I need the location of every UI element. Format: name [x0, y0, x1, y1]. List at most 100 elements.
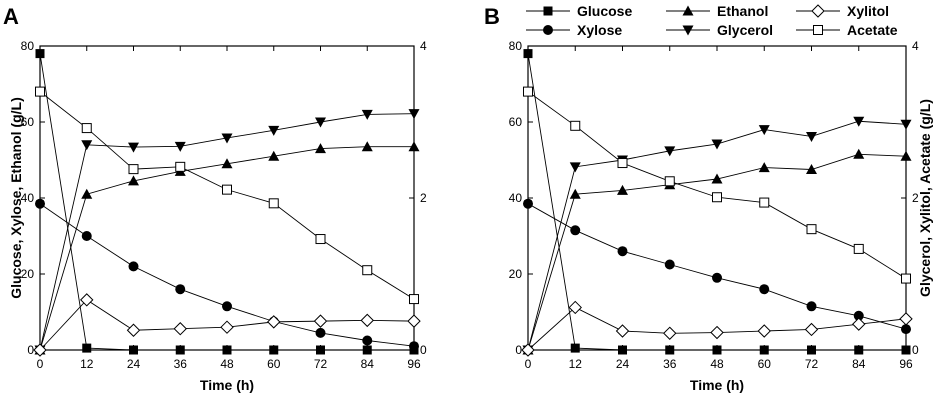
- point-acetate: [222, 184, 232, 195]
- point-xylose: [759, 284, 770, 295]
- point-xylose: [664, 259, 675, 270]
- point-ethanol: [221, 158, 233, 169]
- point-glycerol: [711, 139, 723, 150]
- point-glycerol: [900, 119, 912, 130]
- y-right-tick-label: 4: [420, 39, 427, 53]
- point-xylitol: [568, 300, 582, 315]
- point-glycerol: [758, 125, 770, 136]
- point-glucose: [570, 343, 580, 353]
- point-acetate: [901, 273, 911, 284]
- point-xylose: [222, 301, 232, 312]
- y-left-tick-label: 80: [509, 39, 523, 53]
- legend-entry-glycerol: Glycerol: [666, 22, 773, 38]
- point-glucose: [129, 345, 138, 355]
- x-tick-label: 12: [80, 357, 94, 371]
- point-acetate: [617, 158, 628, 169]
- point-glycerol: [268, 125, 280, 136]
- point-glucose: [35, 49, 45, 59]
- y-right-tick-label: 0: [420, 343, 427, 357]
- point-glycerol: [81, 140, 93, 151]
- point-acetate: [570, 120, 581, 131]
- point-glycerol: [361, 109, 373, 120]
- point-glycerol: [174, 141, 186, 152]
- point-xylose: [35, 198, 45, 209]
- x-tick-label: 48: [710, 357, 724, 371]
- point-ethanol: [569, 188, 581, 199]
- x-tick-label: 84: [361, 357, 375, 371]
- point-acetate: [362, 265, 373, 276]
- legend-entry-xylose: Xylose: [526, 22, 622, 38]
- point-xylose: [409, 341, 419, 352]
- point-acetate: [315, 234, 326, 245]
- point-xylitol: [615, 324, 630, 338]
- x-axis-title: Time (h): [200, 377, 254, 393]
- legend-marker-glucose: [543, 6, 553, 16]
- point-acetate: [128, 164, 139, 175]
- legend-entry-xylitol: Xylitol: [796, 3, 889, 19]
- point-glycerol: [664, 146, 676, 157]
- y-left-tick-label: 0: [515, 343, 522, 357]
- y-left-tick-label: 80: [21, 39, 35, 53]
- point-ethanol: [81, 188, 93, 199]
- y-left-tick-label: 60: [21, 115, 35, 129]
- point-ethanol: [900, 150, 912, 161]
- y-right-tick-label: 4: [912, 39, 919, 53]
- legend-entry-ethanol: Ethanol: [666, 3, 768, 19]
- point-xylose: [175, 284, 186, 295]
- point-xylitol: [220, 320, 234, 334]
- legend-entry-acetate: Acetate: [796, 22, 898, 38]
- y-left-tick-label: 40: [509, 191, 523, 205]
- x-tick-label: 24: [127, 357, 141, 371]
- point-xylose: [362, 335, 373, 346]
- legend-label-acetate: Acetate: [847, 22, 898, 38]
- point-glucose: [523, 49, 533, 59]
- point-ethanol: [617, 184, 628, 195]
- point-xylose: [806, 301, 817, 312]
- point-xylose: [81, 231, 92, 241]
- point-glycerol: [315, 117, 326, 128]
- point-ethanol: [711, 173, 723, 184]
- legend-entry-glucose: Glucose: [526, 3, 632, 19]
- point-xylitol: [852, 317, 866, 331]
- point-xylose: [853, 310, 864, 321]
- point-acetate: [268, 198, 279, 209]
- point-acetate: [759, 197, 770, 208]
- y-right-axis-title: Glycerol, Xylitol, Acetate (g/L): [917, 99, 933, 297]
- x-tick-label: 24: [616, 357, 630, 371]
- legend-marker-ethanol: [682, 5, 694, 16]
- point-acetate: [664, 176, 675, 187]
- point-glycerol: [853, 116, 865, 127]
- point-glucose: [712, 345, 722, 355]
- legend-label-glucose: Glucose: [577, 3, 632, 19]
- point-acetate: [853, 243, 864, 254]
- y-right-tick-label: 2: [912, 191, 919, 205]
- point-xylitol: [521, 343, 535, 357]
- point-acetate: [175, 161, 186, 172]
- x-tick-label: 96: [899, 357, 913, 371]
- x-tick-label: 84: [852, 357, 866, 371]
- point-ethanol: [128, 175, 139, 186]
- legend-label-xylitol: Xylitol: [847, 3, 889, 19]
- point-glycerol: [408, 109, 420, 120]
- legend-marker-acetate: [813, 25, 823, 35]
- point-xylitol: [173, 322, 187, 336]
- point-glycerol: [569, 162, 581, 173]
- point-xylitol: [267, 315, 281, 329]
- point-acetate: [409, 294, 419, 305]
- x-tick-label: 60: [758, 357, 772, 371]
- panel-letter-b: B: [484, 4, 500, 29]
- y-right-tick-label: 0: [912, 343, 919, 357]
- legend-label-xylose: Xylose: [577, 22, 622, 38]
- point-glucose: [618, 345, 627, 355]
- x-tick-label: 36: [174, 357, 188, 371]
- point-xylitol: [126, 323, 141, 337]
- point-glucose: [854, 345, 864, 355]
- point-glycerol: [806, 131, 817, 142]
- point-glycerol: [221, 133, 233, 144]
- series-line-acetate: [39, 91, 415, 300]
- series-line-ethanol: [527, 153, 907, 351]
- point-ethanol: [758, 162, 770, 173]
- point-ethanol: [361, 141, 373, 152]
